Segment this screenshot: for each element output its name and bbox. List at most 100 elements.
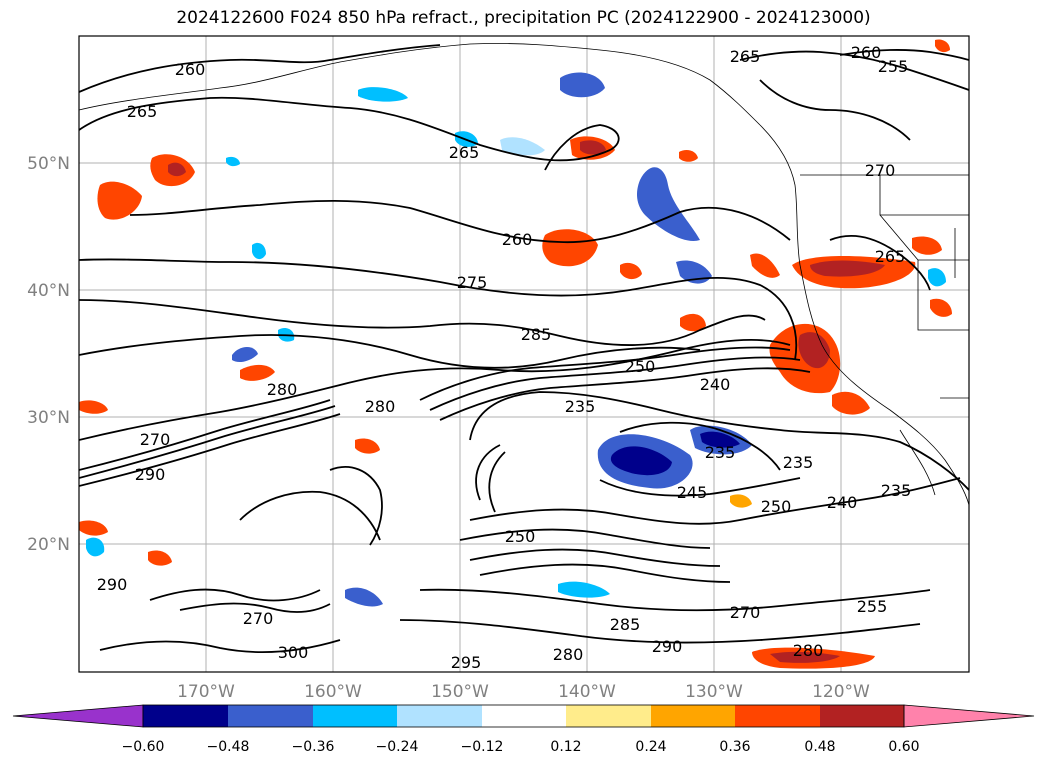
precip-positive-core (580, 140, 606, 155)
contour-label: 255 (857, 597, 888, 616)
contour-label: 270 (865, 161, 896, 180)
contour-label: 250 (505, 527, 536, 546)
colorbar: −0.60 −0.48 −0.36 −0.24 −0.12 0.12 0.24 … (12, 704, 1035, 755)
precip-positive-patch (79, 400, 108, 414)
precip-positive-patch (97, 181, 142, 220)
precip-positive-patch (832, 391, 870, 415)
refractivity-contours (79, 44, 969, 654)
lon-label: 120°W (812, 682, 870, 702)
colorbar-tick-label: 0.48 (804, 739, 835, 755)
longitude-labels: 170°W 160°W 150°W 140°W 130°W 120°W (177, 682, 870, 702)
colorbar-extend-max (903, 704, 1035, 728)
us-state-boundary (879, 214, 969, 331)
contour-label: 280 (793, 641, 824, 660)
precip-positive-patch (730, 494, 752, 508)
map-frame (78, 35, 970, 673)
contour-label: 265 (875, 247, 906, 266)
colorbar-segment (228, 705, 313, 727)
lat-label: 50°N (27, 154, 70, 174)
colorbar-segment (143, 705, 228, 727)
precip-negative-patch (232, 347, 258, 362)
contour-label: 270 (730, 603, 761, 622)
contour-label: 265 (730, 47, 761, 66)
colorbar-segment (820, 705, 904, 727)
precip-positive-core (770, 651, 840, 663)
colorbar-tick-label: −0.36 (292, 739, 335, 755)
contour-label: 265 (449, 143, 480, 162)
latitude-labels: 50°N 40°N 30°N 20°N (27, 154, 70, 555)
colorbar-segment (482, 705, 566, 727)
precip-positive-patch (680, 313, 706, 332)
contour-label: 285 (521, 325, 552, 344)
colorbar-tick-label: −0.60 (122, 739, 165, 755)
contour-label: 235 (565, 397, 596, 416)
precip-positive-core (810, 260, 885, 277)
colorbar-segment (313, 705, 397, 727)
contour-label: 260 (851, 43, 882, 62)
contour-label: 265 (127, 102, 158, 121)
contour-label: 280 (553, 645, 584, 664)
lon-label: 140°W (558, 682, 616, 702)
map-title: 2024122600 F024 850 hPa refract., precip… (176, 8, 871, 28)
contour-label: 280 (267, 380, 298, 399)
precip-negative-patch (226, 156, 240, 167)
colorbar-segment (651, 705, 735, 727)
precip-negative-patch (558, 581, 610, 598)
lon-label: 130°W (685, 682, 743, 702)
contour-label: 285 (610, 615, 641, 634)
contour-label: 280 (365, 397, 396, 416)
contour-label: 235 (881, 481, 912, 500)
precip-negative-patch (560, 72, 605, 98)
precip-negative-patch (345, 587, 383, 607)
precip-negative-core (700, 431, 740, 448)
contour-label: 270 (243, 609, 274, 628)
coastlines (79, 43, 969, 506)
contour-label: 290 (97, 575, 128, 594)
precip-positive-core (168, 162, 186, 177)
precip-positive-patch (240, 364, 275, 381)
precip-positive-patch (79, 520, 108, 536)
contour-label: 275 (457, 273, 488, 292)
colorbar-tick-label: −0.24 (376, 739, 419, 755)
precip-negative-patch (637, 167, 700, 241)
precip-shading (79, 39, 952, 669)
precip-positive-patch (912, 236, 942, 255)
precip-positive-patch (679, 150, 698, 162)
alaska-coastline (79, 43, 761, 126)
contour-label: 260 (175, 60, 206, 79)
precip-negative-patch (252, 242, 266, 260)
contour-label: 300 (278, 643, 309, 662)
lon-label: 170°W (177, 682, 235, 702)
colorbar-tick-label: 0.12 (550, 739, 581, 755)
colorbar-tick-label: 0.36 (719, 739, 750, 755)
contour-label: 290 (135, 465, 166, 484)
lat-label: 40°N (27, 281, 70, 301)
precip-negative-core (610, 446, 672, 476)
contour-label: 235 (705, 443, 736, 462)
map-content (79, 36, 969, 672)
lon-label: 150°W (431, 682, 489, 702)
precip-positive-patch (542, 229, 598, 267)
precip-positive-patch (355, 438, 380, 454)
colorbar-tick-label: 0.24 (635, 739, 666, 755)
colorbar-outline (142, 704, 905, 728)
colorbar-tick-label: 0.60 (888, 739, 919, 755)
precip-positive-patch (620, 262, 642, 280)
contour-label: 235 (783, 453, 814, 472)
lat-label: 20°N (27, 535, 70, 555)
contour-label: 240 (827, 493, 858, 512)
lon-label: 160°W (304, 682, 362, 702)
contour-labels: 260 265 265 260 275 285 280 280 270 290 … (97, 43, 912, 672)
contour-label: 260 (502, 230, 533, 249)
contour-label: 240 (700, 375, 731, 394)
colorbar-tick-label: −0.12 (461, 739, 504, 755)
lat-label: 30°N (27, 408, 70, 428)
contour-label: 250 (625, 357, 656, 376)
precip-negative-patch (358, 87, 408, 102)
contour-label: 245 (677, 483, 708, 502)
contour-label: 255 (878, 57, 909, 76)
colorbar-segment (735, 705, 820, 727)
colorbar-segment (397, 705, 482, 727)
precip-negative-patch (86, 537, 105, 557)
